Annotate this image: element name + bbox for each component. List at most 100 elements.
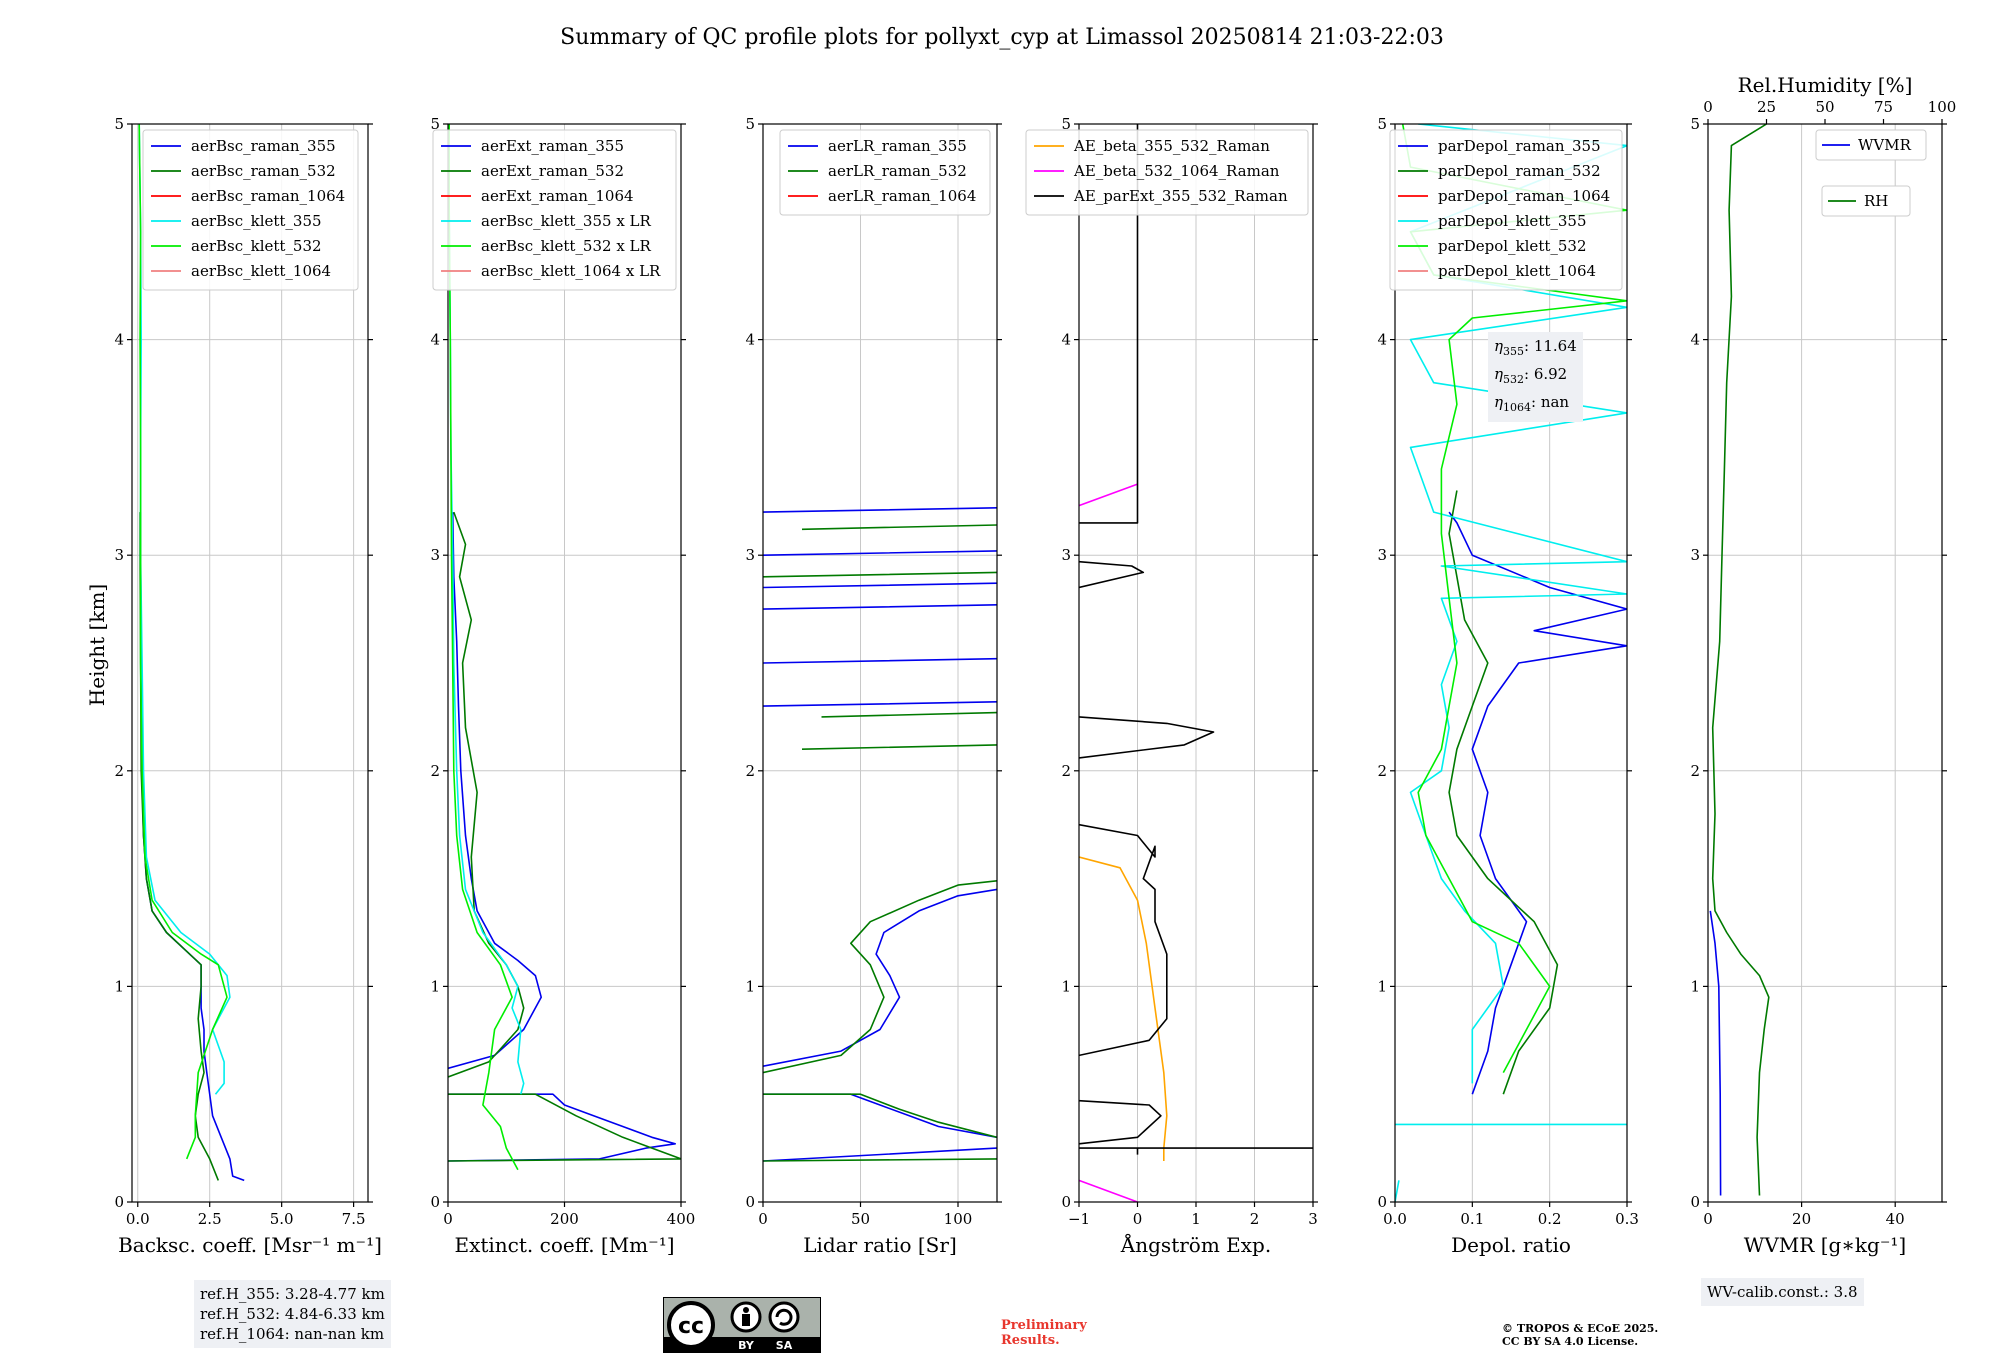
axes-frame bbox=[1394, 123, 1628, 1203]
y-tick-label: 5 bbox=[430, 115, 440, 133]
share-alike-icon bbox=[768, 1301, 800, 1333]
legend-entry: AE_beta_532_1064_Raman bbox=[1073, 162, 1280, 180]
ref-h-532: ref.H_532: 4.84-6.33 km bbox=[200, 1305, 385, 1323]
legend-entry: aerLR_raman_1064 bbox=[828, 187, 976, 205]
x-tick-label: 0 bbox=[443, 1210, 453, 1228]
legend-entry: AE_parExt_355_532_Raman bbox=[1073, 187, 1288, 205]
eta-box: η355: 11.64 η532: 6.92 η1064: nan bbox=[1488, 332, 1583, 422]
y-tick-label: 5 bbox=[1690, 115, 1700, 133]
eta-1064: η1064: nan bbox=[1494, 393, 1570, 414]
eta-355-value: : 11.64 bbox=[1524, 337, 1577, 355]
y-tick-label: 3 bbox=[430, 546, 440, 564]
y-tick-label: 2 bbox=[430, 762, 440, 780]
wv-calib-const: WV-calib.const.: 3.8 bbox=[1707, 1283, 1858, 1301]
y-tick-label: 3 bbox=[1377, 546, 1387, 564]
y-tick-label: 0 bbox=[430, 1193, 440, 1211]
panel-depol: 0 1 2 3 4 5 0.0 0.1 0.2 0.3 Depol. ratio parDepol_r… bbox=[1377, 115, 1638, 1257]
x-tick-label: 0.1 bbox=[1460, 1210, 1484, 1228]
x-tick-label: 40 bbox=[1886, 1210, 1905, 1228]
y-tick-label: 3 bbox=[745, 546, 755, 564]
x-axis-label: Depol. ratio bbox=[1451, 1233, 1571, 1257]
y-tick-label: 0 bbox=[1377, 1193, 1387, 1211]
y-tick-label: 5 bbox=[1377, 115, 1387, 133]
y-tick-label: 2 bbox=[1061, 762, 1071, 780]
y-tick-label: 3 bbox=[1061, 546, 1071, 564]
x-tick-label: 2.5 bbox=[198, 1210, 222, 1228]
axes-frame bbox=[131, 123, 369, 1203]
series-pardepol-klett-355 bbox=[1395, 124, 1627, 1202]
legend-entry: aerLR_raman_355 bbox=[828, 137, 967, 155]
top-x-tick-label: 100 bbox=[1928, 98, 1957, 116]
cc-license-badge[interactable]: cc BY SA bbox=[663, 1297, 821, 1353]
legend-box bbox=[1025, 129, 1309, 216]
x-tick-label: 200 bbox=[550, 1210, 579, 1228]
y-tick-label: 2 bbox=[114, 762, 124, 780]
legend-entry: parDepol_klett_355 bbox=[1438, 212, 1587, 230]
legend-box bbox=[142, 129, 359, 291]
ref-h-355: ref.H_355: 3.28-4.77 km bbox=[200, 1285, 385, 1303]
y-tick-label: 2 bbox=[1690, 762, 1700, 780]
y-tick-label: 1 bbox=[745, 977, 755, 995]
y-tick-label: 0 bbox=[745, 1193, 755, 1211]
legend-entry: parDepol_klett_1064 bbox=[1438, 262, 1596, 280]
series-pardepol-raman-532 bbox=[1448, 490, 1559, 1095]
x-tick-label: 0 bbox=[1703, 1210, 1713, 1228]
x-tick-label: 0 bbox=[1133, 1210, 1143, 1228]
legend-box bbox=[1821, 185, 1911, 217]
legend-entry: aerExt_raman_1064 bbox=[481, 187, 634, 205]
x-tick-label: 3 bbox=[1308, 1210, 1318, 1228]
x-tick-label: 7.5 bbox=[342, 1210, 366, 1228]
legend-entry: aerBsc_klett_355 x LR bbox=[481, 212, 652, 230]
x-tick-label: 0.0 bbox=[126, 1210, 150, 1228]
axes-frame bbox=[1707, 123, 1943, 1203]
series-aerlr-raman-532 bbox=[763, 524, 997, 1162]
series-ae-beta-532-1064-raman bbox=[1079, 483, 1138, 1202]
legend-entry: aerBsc_raman_532 bbox=[191, 162, 336, 180]
y-tick-label: 4 bbox=[1377, 331, 1387, 349]
series-aerbsc-raman-355 bbox=[139, 512, 245, 1182]
legend-box bbox=[1389, 129, 1623, 291]
y-tick-label: 4 bbox=[745, 331, 755, 349]
ref-h-1064: ref.H_1064: nan-nan km bbox=[200, 1325, 385, 1343]
figure-title: Summary of QC profile plots for pollyxt_… bbox=[560, 25, 1444, 50]
y-tick-label: 1 bbox=[114, 977, 124, 995]
y-tick-label: 1 bbox=[1377, 977, 1387, 995]
y-tick-label: 5 bbox=[745, 115, 755, 133]
preliminary-note: Preliminary Results. bbox=[1001, 1318, 1087, 1348]
legend-entry: aerBsc_klett_532 bbox=[191, 237, 322, 255]
y-tick-label: 5 bbox=[1061, 115, 1071, 133]
legend-entry: aerBsc_klett_1064 x LR bbox=[481, 262, 661, 280]
y-tick-label: 2 bbox=[745, 762, 755, 780]
top-x-axis-label: Rel.Humidity [%] bbox=[1738, 73, 1913, 97]
copyright-note: © TROPOS & ECoE 2025. CC BY SA 4.0 Licen… bbox=[1502, 1322, 1658, 1348]
top-x-tick-label: 0 bbox=[1703, 98, 1713, 116]
x-tick-label: 0.3 bbox=[1615, 1210, 1639, 1228]
x-tick-label: 0.0 bbox=[1383, 1210, 1407, 1228]
series-ae-beta-355-532-raman bbox=[1079, 856, 1168, 1161]
eta-532-value: : 6.92 bbox=[1524, 365, 1568, 383]
y-tick-label: 1 bbox=[430, 977, 440, 995]
x-axis-label: WVMR [g∗kg⁻¹] bbox=[1744, 1233, 1906, 1257]
x-tick-label: 2 bbox=[1250, 1210, 1260, 1228]
legend-entry: parDepol_raman_532 bbox=[1438, 162, 1601, 180]
series-ae-parext-355-532-raman bbox=[1079, 124, 1313, 1155]
series-aerbsc-klett-532 bbox=[138, 124, 228, 1160]
x-axis-label: Ångström Exp. bbox=[1120, 1232, 1271, 1257]
series-aerext-raman-355 bbox=[448, 512, 676, 1162]
legend-entry: WVMR bbox=[1858, 136, 1912, 154]
series-wvmr bbox=[1709, 910, 1722, 1196]
copyright-line-2: CC BY SA 4.0 License. bbox=[1502, 1335, 1639, 1348]
panel-bsc: 0 1 2 3 4 5 0.0 2.5 5.0 7.5 Backsc. coeff. [Msr⁻¹ … bbox=[114, 115, 381, 1257]
eta-532: η532: 6.92 bbox=[1494, 365, 1568, 386]
x-axis-label: Lidar ratio [Sr] bbox=[803, 1233, 957, 1257]
top-x-tick-label: 25 bbox=[1757, 98, 1776, 116]
y-tick-label: 0 bbox=[1690, 1193, 1700, 1211]
series-rh bbox=[1711, 124, 1770, 1196]
x-tick-label: 20 bbox=[1792, 1210, 1811, 1228]
y-tick-label: 1 bbox=[1061, 977, 1071, 995]
copyright-line-1: © TROPOS & ECoE 2025. bbox=[1502, 1322, 1659, 1335]
x-axis-label: Extinct. coeff. [Mm⁻¹] bbox=[454, 1233, 674, 1257]
legend-entry: aerBsc_klett_355 bbox=[191, 212, 322, 230]
y-tick-label: 4 bbox=[1690, 331, 1700, 349]
